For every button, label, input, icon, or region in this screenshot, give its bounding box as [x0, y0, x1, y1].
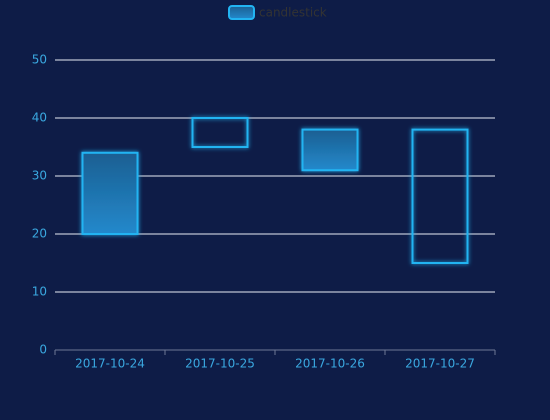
- y-tick-label: 10: [32, 285, 47, 299]
- candle-body: [81, 151, 139, 235]
- y-tick-label: 30: [32, 169, 47, 183]
- y-tick-label: 40: [32, 111, 47, 125]
- x-tick-label: 2017-10-27: [405, 357, 475, 371]
- y-tick-label: 20: [32, 227, 47, 241]
- candle-body: [411, 128, 469, 264]
- candle-body: [191, 117, 249, 148]
- x-tick-label: 2017-10-26: [295, 357, 365, 371]
- y-tick-label: 50: [32, 53, 47, 67]
- legend-label: candlestick: [259, 6, 327, 20]
- x-tick-label: 2017-10-25: [185, 357, 255, 371]
- candle-body: [301, 128, 359, 172]
- legend-icon: [228, 5, 255, 20]
- y-tick-label: 0: [39, 343, 47, 357]
- x-tick-label: 2017-10-24: [75, 357, 145, 371]
